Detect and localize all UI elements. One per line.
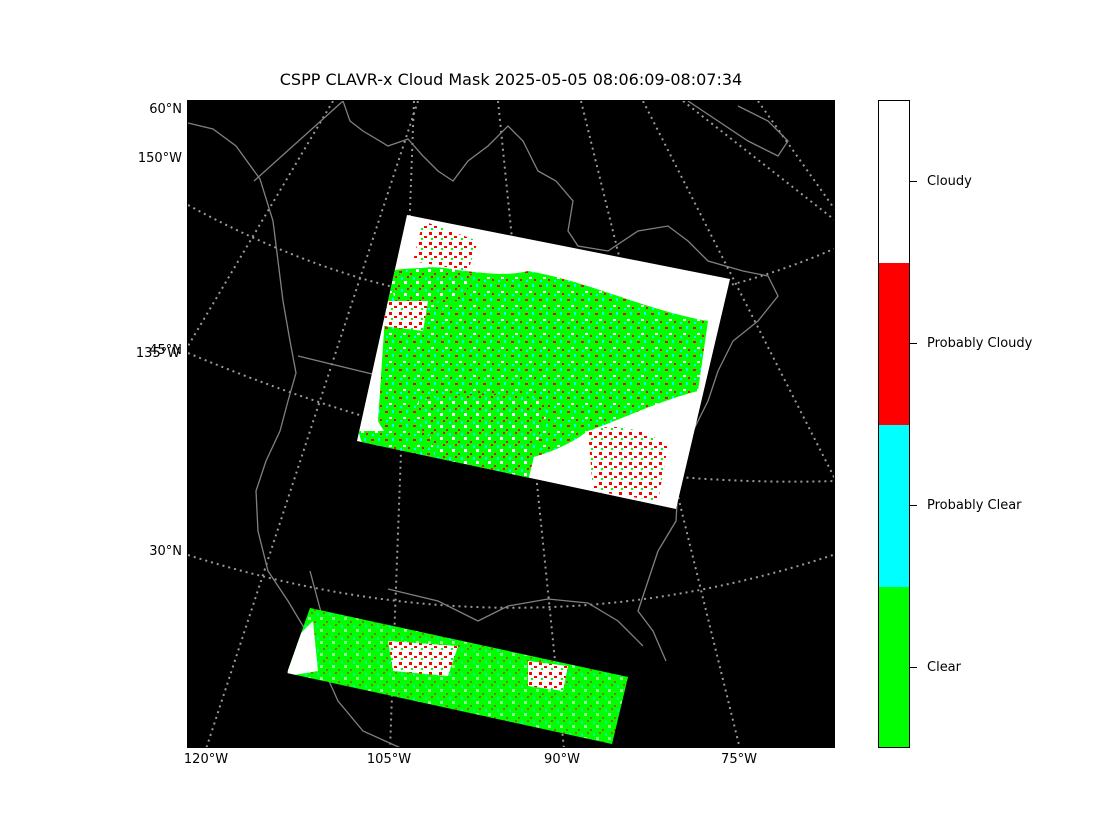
colorbar-cloudy	[879, 101, 909, 263]
colorbar-label-clear: Clear	[927, 660, 961, 675]
colorbar-label-probably-cloudy: Probably Cloudy	[927, 336, 1033, 351]
colorbar-tick	[910, 343, 917, 344]
lon-label-150w: 150°W	[137, 151, 182, 166]
colorbar-probably-clear	[879, 425, 909, 587]
map-svg	[188, 101, 834, 747]
colorbar-label-cloudy: Cloudy	[927, 174, 972, 189]
lon-label-75w: 75°W	[721, 752, 757, 767]
lon-label-120w: 120°W	[183, 752, 229, 767]
lon-label-135w: 135°W	[135, 346, 180, 361]
swath-north	[357, 215, 730, 509]
swath-south	[287, 608, 628, 744]
colorbar-probably-cloudy	[879, 263, 909, 425]
lat-label-45n: 45°N	[149, 343, 182, 358]
colorbar-tick	[910, 505, 917, 506]
lon-label-90w: 90°W	[544, 752, 580, 767]
colorbar-clear	[879, 587, 909, 747]
colorbar	[878, 100, 910, 748]
colorbar-tick	[910, 181, 917, 182]
map-area[interactable]	[187, 100, 835, 748]
lon-label-105w: 105°W	[366, 752, 412, 767]
lat-label-30n: 30°N	[149, 544, 182, 559]
map-title: CSPP CLAVR-x Cloud Mask 2025-05-05 08:06…	[279, 70, 743, 89]
colorbar-tick	[910, 667, 917, 668]
lat-label-60n: 60°N	[149, 102, 182, 117]
colorbar-label-probably-clear: Probably Clear	[927, 498, 1022, 513]
